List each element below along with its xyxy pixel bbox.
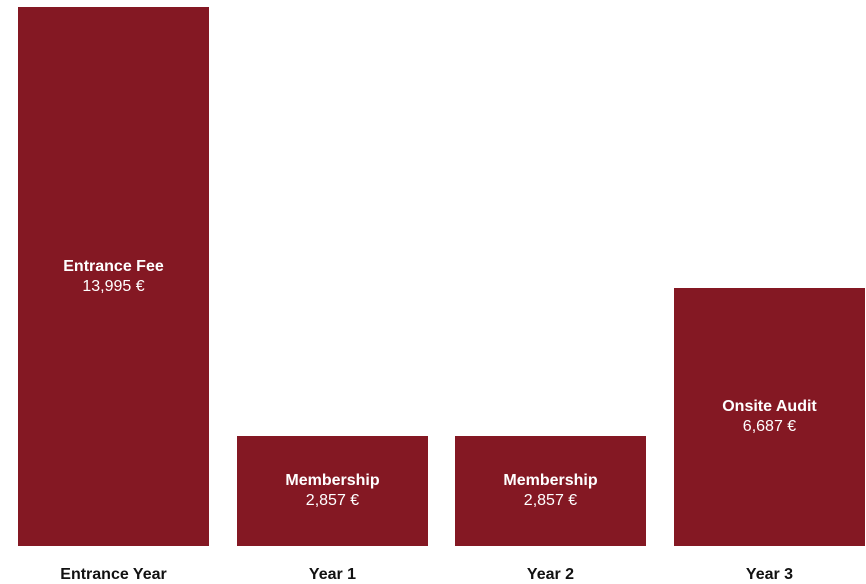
bar-data-label: Membership 2,857 € — [455, 471, 646, 511]
bar-name-label: Membership — [285, 472, 380, 489]
bar-3: Membership 2,857 € — [455, 436, 646, 546]
bar-4: Onsite Audit 6,687 € — [674, 288, 865, 546]
bar-name-label: Onsite Audit — [722, 398, 817, 415]
category-label: Year 2 — [526, 566, 575, 583]
bar-value-label: 13,995 € — [82, 278, 145, 295]
bar-value-label: 6,687 € — [742, 418, 797, 435]
bar-value-label: 2,857 € — [523, 492, 578, 509]
bar-value-label: 2,857 € — [305, 492, 360, 509]
bar-name-label: Membership — [503, 472, 598, 489]
bar-name-label: Entrance Fee — [63, 258, 164, 275]
bar-1: Entrance Fee 13,995 € — [18, 7, 209, 546]
bar-data-label: Membership 2,857 € — [237, 471, 428, 511]
bar-2: Membership 2,857 € — [237, 436, 428, 546]
category-label: Year 3 — [745, 566, 794, 583]
category-label: Entrance Year — [60, 566, 167, 583]
bar-data-label: Onsite Audit 6,687 € — [674, 397, 865, 437]
category-label: Year 1 — [308, 566, 357, 583]
bar-data-label: Entrance Fee 13,995 € — [18, 257, 209, 297]
